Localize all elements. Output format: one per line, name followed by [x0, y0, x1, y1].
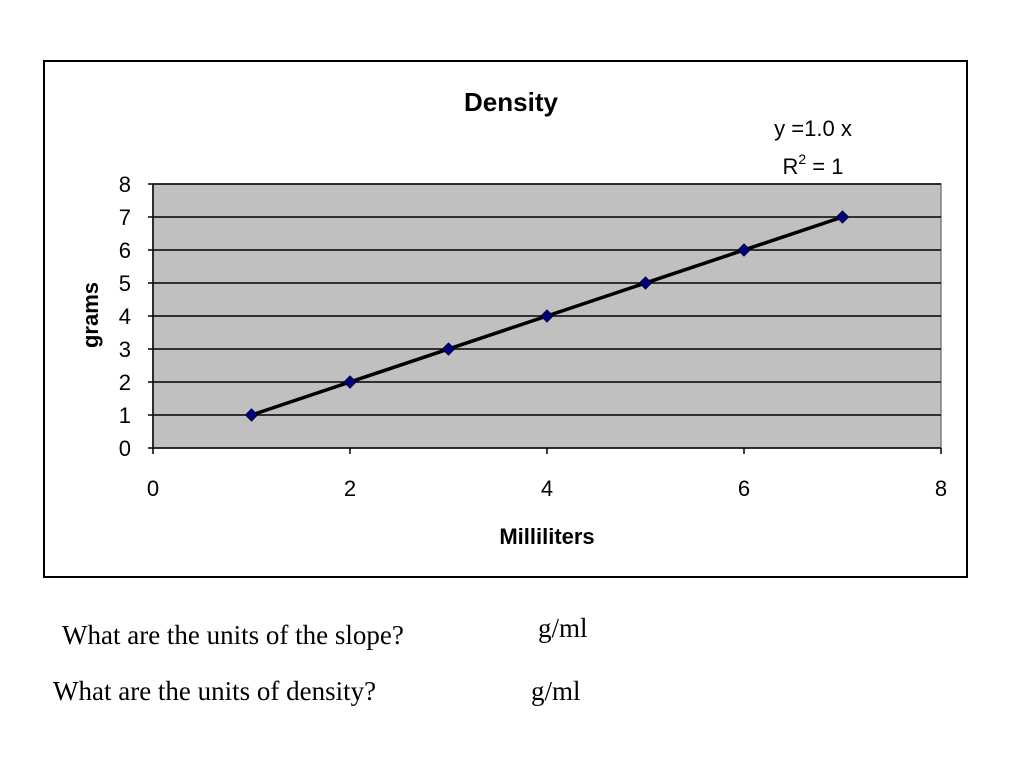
x-tick-label: 2 [344, 476, 356, 501]
x-tick-label: 0 [147, 476, 159, 501]
y-axis-label: grams [78, 282, 103, 348]
trendline-r-squared: R2 = 1 [783, 151, 844, 179]
y-tick-label: 6 [119, 238, 131, 263]
y-tick-label: 4 [119, 304, 131, 329]
data-point [638, 276, 653, 290]
data-point [343, 375, 357, 389]
x-tick-label: 8 [935, 476, 947, 501]
data-point [737, 243, 751, 257]
data-point [244, 408, 259, 422]
trendline-equation: y =1.0 x [774, 116, 852, 141]
y-tick-label: 8 [119, 172, 131, 197]
y-tick-label: 3 [119, 337, 131, 362]
question-slope-units: What are the units of the slope? [62, 620, 404, 650]
data-point [540, 309, 554, 323]
question-density-units: What are the units of density? [53, 676, 377, 706]
x-tick-label: 6 [738, 476, 750, 501]
y-tick-label: 5 [119, 271, 131, 296]
answer-density-units: g/ml [531, 676, 581, 706]
answer-slope-units: g/ml [538, 613, 588, 643]
data-point [835, 210, 850, 224]
y-tick-label: 0 [119, 436, 131, 461]
y-tick-label: 1 [119, 403, 131, 428]
chart-frame: 0 1 2 3 4 5 6 7 8 0 2 4 6 8 Density Milliliters grams y =… [43, 60, 968, 578]
x-tick-label: 4 [541, 476, 553, 501]
y-tick-label: 2 [119, 370, 131, 395]
y-tick-label: 7 [119, 205, 131, 230]
x-axis-label: Milliliters [499, 524, 594, 549]
chart-title: Density [464, 87, 558, 117]
density-chart: 0 1 2 3 4 5 6 7 8 0 2 4 6 8 Density Milliliters grams y =… [78, 87, 947, 549]
data-point [441, 342, 456, 356]
